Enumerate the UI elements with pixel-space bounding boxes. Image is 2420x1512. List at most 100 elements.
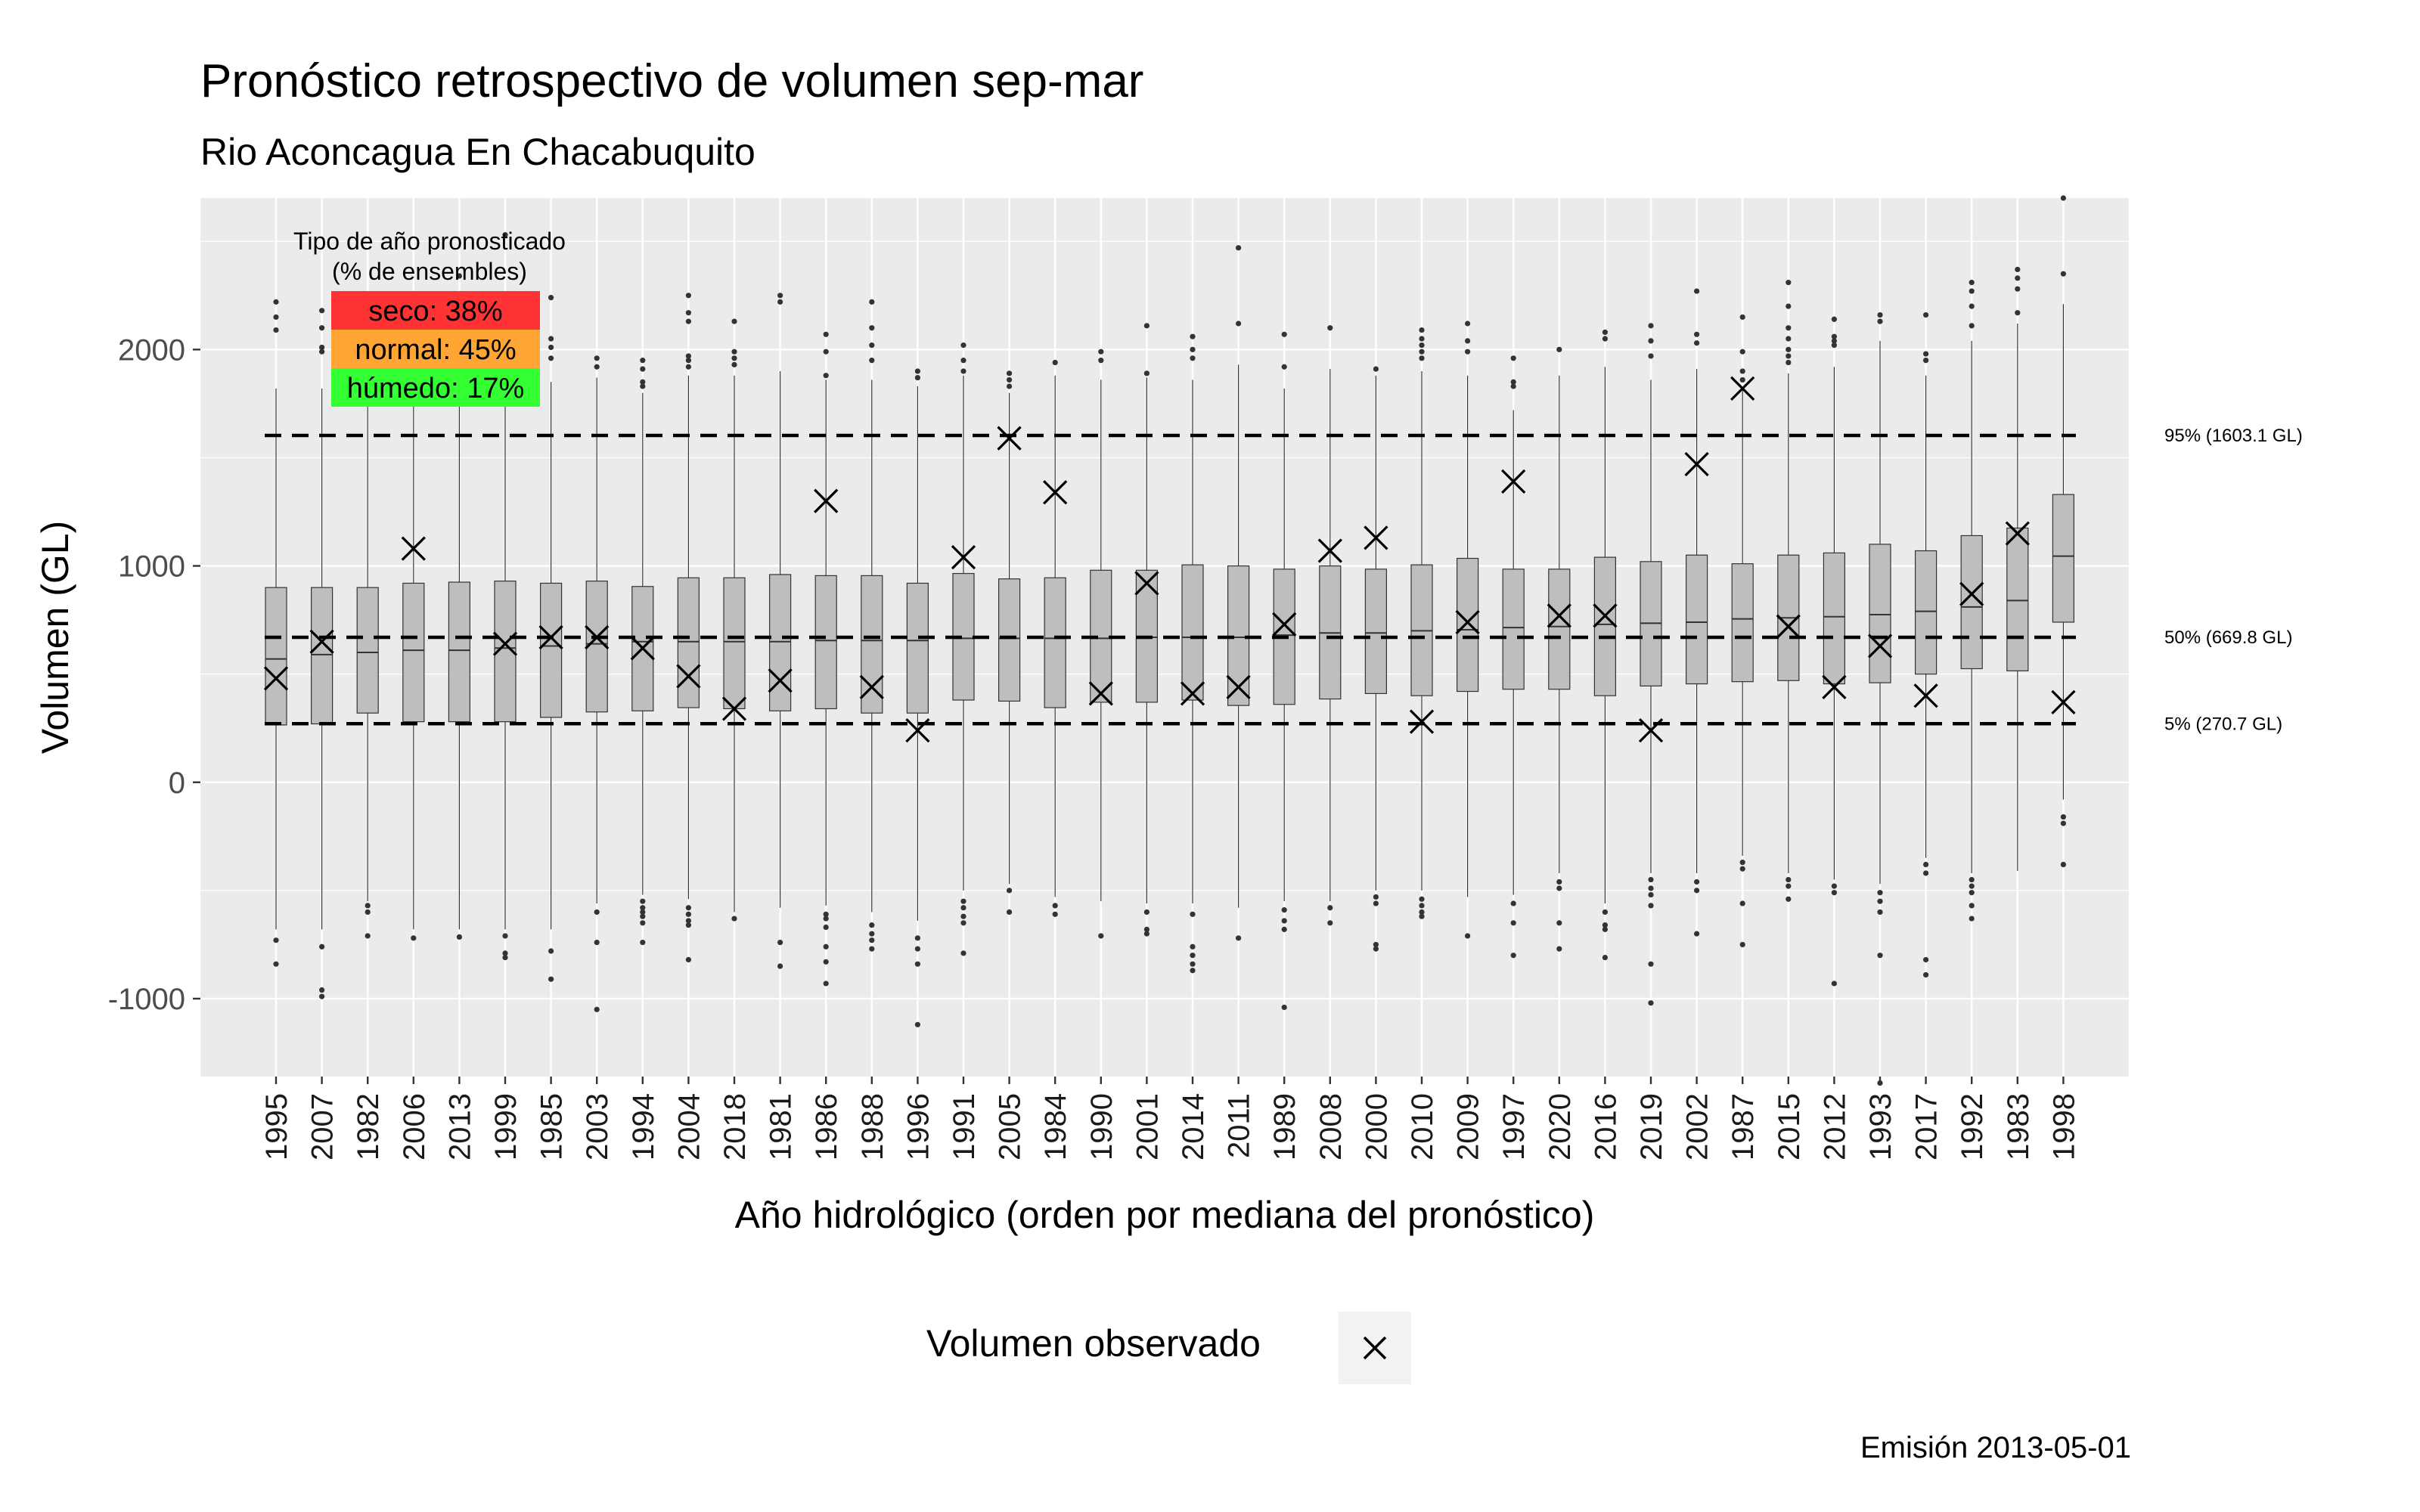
outlier-point [685, 922, 692, 928]
outlier-point [2060, 271, 2066, 277]
x-tick-label-1988: 1988 [856, 1093, 889, 1160]
outlier-point [1831, 333, 1837, 339]
outlier-point [1648, 961, 1654, 967]
outlier-point [1739, 376, 1745, 383]
box [723, 577, 746, 710]
observed-marker-1996 [905, 717, 930, 743]
marker-stroke [585, 624, 610, 650]
box [1044, 577, 1066, 708]
x-tick-label-1987: 1987 [1727, 1093, 1760, 1160]
marker-stroke [263, 666, 289, 691]
boxplot-2017 [1915, 311, 1938, 978]
outlier-point [1052, 911, 1058, 917]
marker-stroke [1593, 603, 1618, 628]
outlier-point [1831, 338, 1837, 344]
outlier-point [1694, 878, 1700, 885]
boxplot-1988 [861, 299, 883, 952]
outlier-point [1143, 370, 1150, 376]
y-tick-label: 2000 [118, 333, 185, 367]
outlier-point [1327, 920, 1333, 926]
outlier-point [548, 344, 554, 351]
outlier-point [914, 946, 920, 952]
outlier-point [914, 961, 920, 967]
observed-marker-1992 [1959, 581, 1984, 606]
outlier-point [1098, 358, 1104, 364]
outlier-point [2060, 820, 2066, 826]
observed-marker-2011 [1226, 674, 1251, 699]
outlier-point [548, 295, 554, 301]
outlier-point [1510, 900, 1516, 906]
marker-stroke [1455, 609, 1480, 635]
box [906, 582, 929, 714]
outlier-point [1694, 888, 1700, 894]
outlier-point [1877, 953, 1883, 959]
marker-stroke [676, 664, 701, 689]
outlier-point [1786, 876, 1792, 883]
outlier-point [1969, 883, 1975, 889]
boxplot-2003 [585, 355, 608, 1012]
observed-marker-2005 [997, 426, 1022, 451]
legend: Volumen observado [926, 1312, 1411, 1384]
x-tick-label-2007: 2007 [306, 1093, 340, 1160]
x-tick-label-1995: 1995 [260, 1093, 293, 1160]
observed-marker-2001 [1134, 571, 1159, 596]
issue-date-caption: Emisión 2013-05-01 [1860, 1431, 2131, 1464]
box [356, 587, 379, 714]
outlier-point [548, 948, 554, 954]
x-tick-label-1983: 1983 [2002, 1093, 2035, 1160]
outlier-point [777, 293, 783, 299]
outlier-point [1739, 314, 1745, 321]
observed-marker-1993 [1867, 634, 1893, 658]
outlier-point [1923, 351, 1929, 357]
observed-marker-1984 [1043, 480, 1068, 505]
observed-marker-2018 [721, 696, 747, 721]
outlier-point [411, 935, 417, 941]
box [677, 577, 700, 708]
marker-stroke [1959, 581, 1984, 606]
outlier-point [2060, 861, 2066, 868]
outlier-point [1786, 359, 1792, 366]
outlier-point [640, 383, 646, 389]
x-tick-label-2009: 2009 [1452, 1093, 1485, 1160]
outlier-point [914, 368, 920, 374]
outlier-point [1648, 338, 1654, 344]
outlier-point [1648, 323, 1654, 329]
outlier-point [1143, 909, 1150, 916]
outlier-point [960, 358, 966, 364]
marker-stroke [814, 488, 839, 513]
boxplot-1993 [1869, 311, 1891, 1086]
boxplot-2006 [402, 388, 425, 941]
outlier-point [1648, 903, 1654, 909]
observed-markers [263, 376, 2076, 743]
boxplot-1996 [906, 368, 929, 1027]
outlier-point [1510, 953, 1516, 959]
x-tick-label-2014: 2014 [1177, 1093, 1210, 1160]
observed-marker-1986 [814, 488, 839, 513]
inset-dry-bar [331, 291, 540, 330]
outlier-point [960, 368, 966, 374]
outlier-point [1510, 920, 1516, 926]
observed-marker-2014 [1180, 681, 1205, 706]
outlier-point [502, 232, 508, 238]
outlier-point [640, 366, 646, 372]
outlier-point [1465, 933, 1471, 939]
observed-marker-2019 [1638, 717, 1664, 743]
marker-stroke [1088, 681, 1113, 706]
outlier-point [1419, 909, 1425, 916]
outlier-point [548, 976, 554, 982]
x-tick-label-2004: 2004 [672, 1093, 706, 1160]
box [2006, 527, 2029, 671]
outlier-point [273, 299, 279, 305]
outlier-point [1969, 323, 1975, 329]
x-tick-label-2002: 2002 [1681, 1093, 1714, 1160]
outlier-point [1648, 891, 1654, 898]
outlier-point [1190, 968, 1196, 974]
outlier-point [1236, 321, 1242, 327]
marker-stroke [1180, 681, 1205, 706]
outlier-point [1739, 349, 1745, 355]
outlier-point [777, 939, 783, 946]
outlier-point [1739, 941, 1745, 948]
outlier-point [823, 331, 829, 337]
outlier-point [319, 344, 325, 351]
outlier-point [365, 933, 371, 939]
